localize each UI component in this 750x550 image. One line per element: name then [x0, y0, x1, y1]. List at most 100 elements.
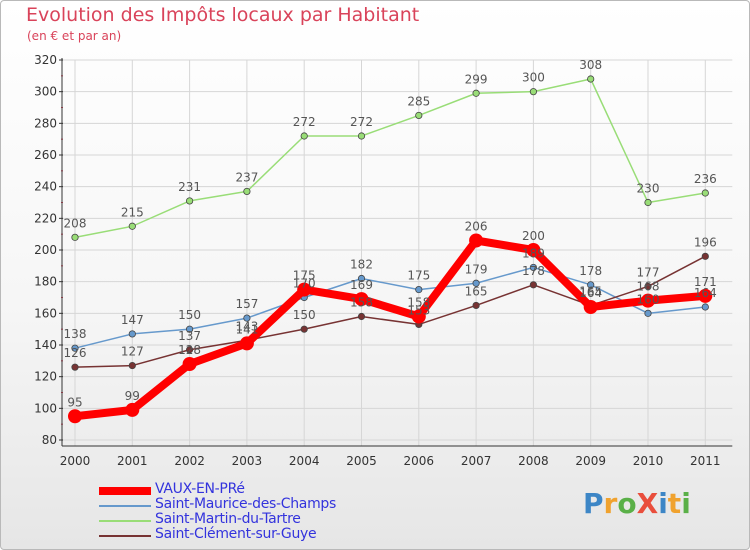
data-label-3: 143: [235, 319, 258, 333]
legend-item: Saint-Clément-sur-Guye: [99, 526, 399, 544]
series-point-2: [71, 233, 79, 241]
series-point-0: [68, 409, 82, 424]
data-label-2: 230: [637, 182, 660, 196]
y-tick-label: 180: [34, 275, 57, 289]
data-label-0: 128: [178, 343, 201, 357]
data-label-3: 150: [293, 308, 316, 322]
y-tick-label: 120: [34, 370, 57, 384]
series-point-2: [243, 187, 251, 196]
data-label-0: 175: [293, 269, 316, 283]
y-tick-label: 220: [34, 211, 57, 225]
data-label-2: 272: [350, 115, 373, 129]
series-point-0: [641, 293, 655, 308]
data-label-1: 147: [121, 313, 144, 327]
legend: VAUX-EN-PRé Saint-Maurice-des-Champs Sai…: [99, 481, 399, 544]
series-line-0: [71, 236, 710, 421]
data-label-2: 308: [579, 58, 602, 72]
x-tick-label: 2006: [404, 454, 435, 468]
legend-swatch-3: [99, 535, 151, 537]
data-label-0: 200: [522, 229, 545, 243]
data-label-1: 157: [235, 297, 258, 311]
data-label-3: 126: [64, 346, 87, 360]
y-tick-label: 140: [34, 338, 57, 352]
series-point-0: [526, 243, 541, 257]
series-point-0: [469, 233, 484, 248]
data-label-1: 182: [350, 258, 373, 272]
logo-letter: i: [681, 487, 691, 520]
series-point-3: [357, 312, 366, 321]
data-label-0: 168: [637, 280, 660, 294]
y-tick-label: 80: [42, 433, 57, 447]
data-label-2: 231: [178, 180, 201, 194]
data-label-2: 299: [465, 72, 488, 86]
series-line-2: [74, 78, 707, 239]
series-point-1: [243, 314, 251, 322]
x-tick-label: 2002: [174, 454, 205, 468]
data-label-1: 138: [64, 327, 87, 341]
series-point-3: [644, 282, 652, 291]
series-point-0: [297, 282, 312, 297]
series-point-0: [239, 336, 254, 351]
logo-letter: t: [667, 487, 682, 520]
series-point-1: [529, 263, 538, 272]
series-point-3: [701, 252, 709, 260]
series-point-3: [529, 281, 538, 289]
proxiti-logo: ProXiti: [583, 487, 691, 520]
series-point-2: [472, 89, 480, 97]
series-point-0: [583, 300, 598, 314]
data-label-1: 179: [465, 262, 488, 276]
y-tick-label: 240: [34, 180, 57, 194]
series-point-3: [128, 361, 136, 370]
series-layer: [68, 75, 713, 424]
x-tick-label: 2004: [289, 454, 320, 468]
y-tick-label: 280: [34, 116, 57, 130]
series-point-1: [472, 279, 480, 287]
data-label-3: 196: [694, 235, 717, 249]
series-point-3: [186, 346, 194, 354]
legend-label: Saint-Martin-du-Tartre: [155, 511, 301, 527]
legend-item: Saint-Martin-du-Tartre: [99, 511, 399, 529]
data-labels: 208 215 231 237 272 272 285 299 300 308 230 236 138 1…: [64, 58, 717, 409]
legend-swatch-0: [99, 487, 151, 495]
series-point-0: [411, 309, 426, 324]
series-line-1: [74, 266, 707, 349]
series-point-2: [644, 198, 652, 207]
y-tick-label: 200: [34, 243, 57, 257]
legend-item: Saint-Maurice-des-Champs: [99, 496, 399, 514]
data-label-2: 237: [235, 170, 258, 184]
x-tick-label: 2003: [232, 454, 263, 468]
data-label-1: 160: [637, 292, 660, 306]
series-point-2: [415, 111, 423, 120]
legend-swatch-2: [99, 520, 151, 522]
data-label-3: 137: [178, 329, 201, 343]
chart-title: Evolution des Impôts locaux par Habitant: [26, 4, 420, 26]
series-point-1: [186, 325, 194, 333]
logo-letter: i: [658, 487, 668, 520]
x-tick-label: 2000: [60, 454, 91, 468]
series-point-2: [587, 75, 595, 83]
legend-item: VAUX-EN-PRé: [99, 481, 399, 499]
logo-letter: X: [636, 487, 659, 520]
data-label-1: 189: [522, 246, 545, 260]
series-point-1: [357, 274, 366, 283]
axes: 80 100 120 140 160 180 200 220 240 260 280 300 320 20…: [34, 53, 733, 468]
data-label-3: 158: [350, 296, 373, 310]
logo-letter: P: [583, 487, 604, 520]
data-label-3: 127: [121, 345, 144, 359]
data-label-3: 165: [465, 284, 488, 298]
series-point-2: [300, 132, 308, 140]
series-point-2: [701, 189, 709, 197]
data-label-0: 164: [579, 286, 602, 300]
data-label-1: 164: [694, 286, 717, 300]
y-tick-label: 260: [34, 148, 57, 162]
data-label-1: 178: [579, 264, 602, 278]
data-label-0: 169: [350, 278, 373, 292]
x-tick-label: 2008: [518, 454, 549, 468]
series-point-0: [182, 357, 197, 371]
series-point-2: [186, 197, 194, 205]
data-label-3: 165: [579, 284, 602, 298]
data-label-0: 99: [125, 389, 140, 403]
series-point-1: [71, 344, 79, 352]
data-label-0: 141: [235, 322, 258, 336]
series-point-1: [587, 281, 595, 289]
